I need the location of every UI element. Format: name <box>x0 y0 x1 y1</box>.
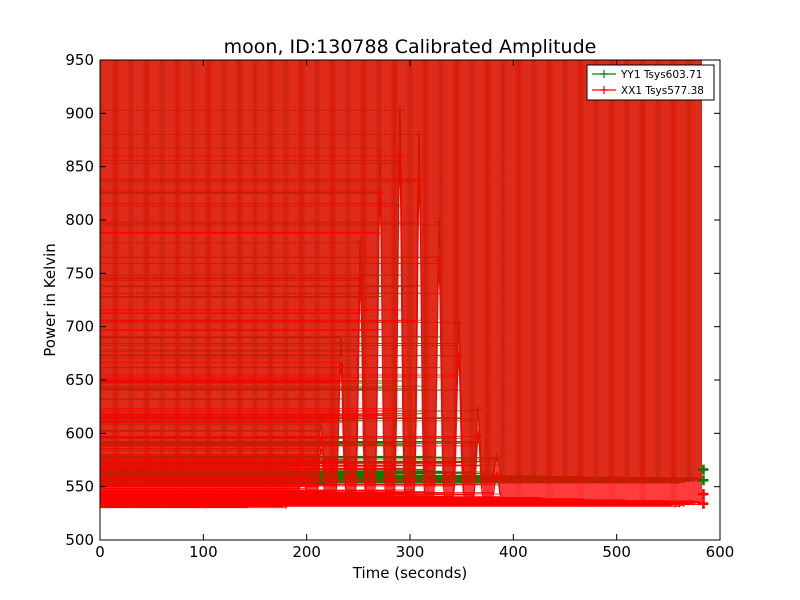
legend-box <box>586 64 715 101</box>
end-marker <box>698 464 709 475</box>
x-tick-label: 600 <box>706 543 735 561</box>
x-tick-label: 400 <box>499 543 528 561</box>
legend-marker <box>600 86 608 94</box>
peak-point <box>473 430 483 440</box>
peak-point <box>492 471 502 481</box>
peak-point <box>434 256 444 266</box>
legend-label: XX1 Tsys577.38 <box>621 85 704 97</box>
peak-point <box>375 188 385 198</box>
y-axis-label: Power in Kelvin <box>41 243 59 357</box>
peak-point <box>355 274 365 284</box>
chart-title: moon, ID:130788 Calibrated Amplitude <box>224 36 597 58</box>
series-line <box>100 156 702 510</box>
end-marker <box>698 489 709 500</box>
y-tick-label: 950 <box>65 51 94 69</box>
peak-point <box>298 476 308 486</box>
y-tick-label: 800 <box>65 211 94 229</box>
x-axis: 0 100 200 300 400 500 600 <box>95 60 734 561</box>
x-tick-label: 500 <box>602 543 631 561</box>
y-tick-label: 850 <box>65 158 94 176</box>
end-marker <box>698 498 709 509</box>
peak-point <box>336 362 346 372</box>
y-tick-label: 900 <box>65 104 94 122</box>
x-tick-label: 300 <box>396 543 425 561</box>
x-tick-label: 200 <box>292 543 321 561</box>
end-marker <box>698 475 709 486</box>
legend-label: YY1 Tsys603.71 <box>620 69 702 81</box>
x-tick-label: 0 <box>95 543 105 561</box>
legend: YY1 Tsys603.71 XX1 Tsys577.38 <box>586 64 715 101</box>
y-tick-label: 500 <box>65 531 94 549</box>
legend-marker <box>600 70 608 78</box>
y-tick-label: 650 <box>65 371 94 389</box>
legend-entry: YY1 Tsys603.71 <box>592 69 702 81</box>
x-axis-label: Time (seconds) <box>352 564 468 582</box>
peak-point <box>414 174 424 184</box>
y-tick-label: 600 <box>65 424 94 442</box>
peak-point <box>316 437 326 447</box>
y-axis: 500 550 600 650 700 750 800 850 900 950 <box>65 51 720 549</box>
x-tick-label: 100 <box>189 543 218 561</box>
peak-point <box>395 151 405 161</box>
legend-entry: XX1 Tsys577.38 <box>592 85 704 97</box>
y-tick-label: 750 <box>65 264 94 282</box>
y-tick-label: 700 <box>65 318 94 336</box>
y-tick-label: 550 <box>65 478 94 496</box>
peak-point <box>454 352 464 362</box>
